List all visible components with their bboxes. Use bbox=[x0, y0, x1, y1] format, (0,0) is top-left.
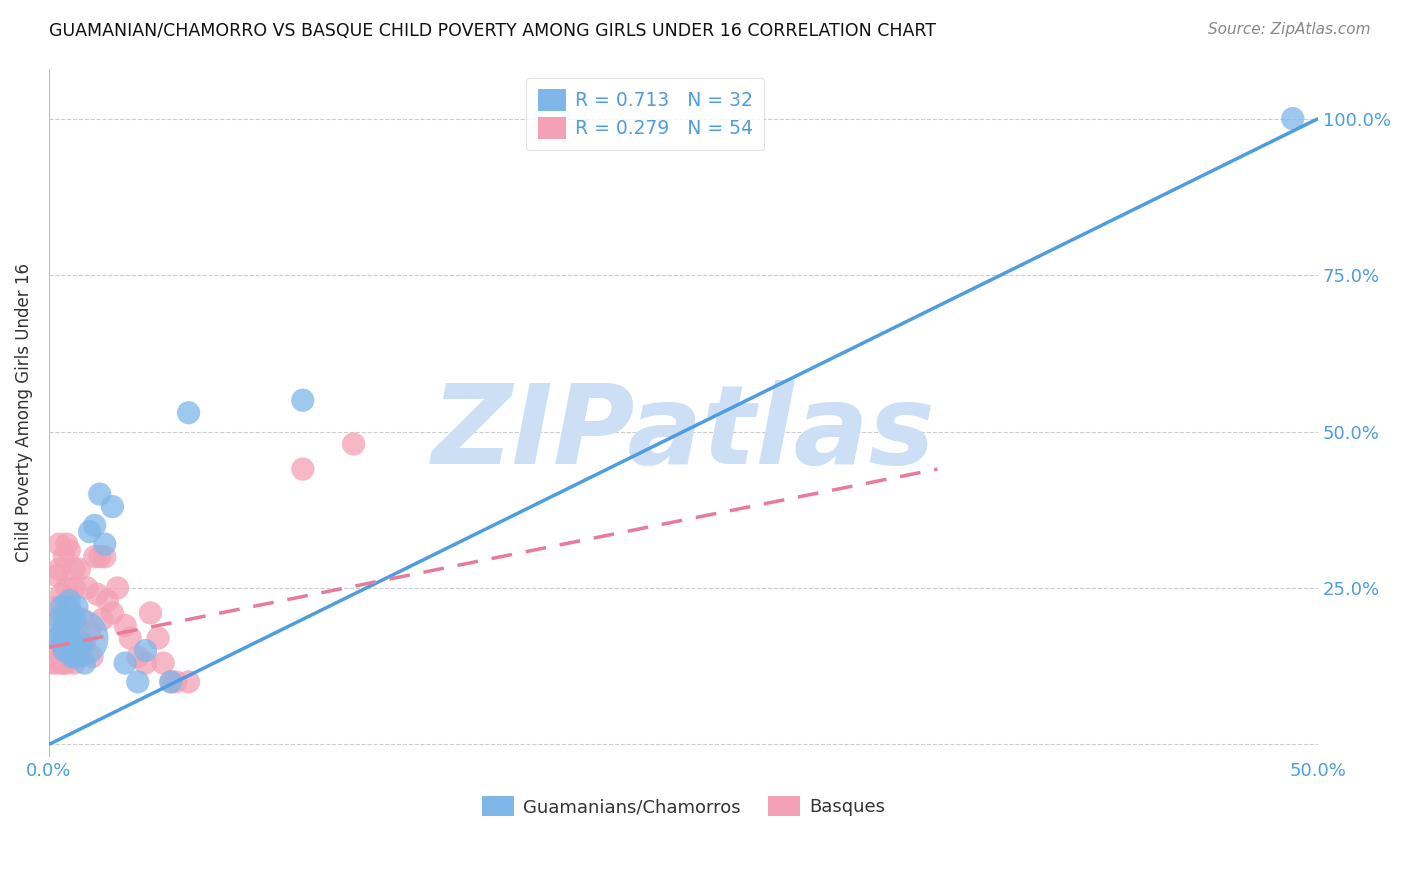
Point bbox=[159, 674, 181, 689]
Point bbox=[107, 581, 129, 595]
Point bbox=[70, 612, 93, 626]
Point bbox=[67, 649, 90, 664]
Point bbox=[114, 618, 136, 632]
Point bbox=[152, 656, 174, 670]
Text: GUAMANIAN/CHAMORRO VS BASQUE CHILD POVERTY AMONG GIRLS UNDER 16 CORRELATION CHAR: GUAMANIAN/CHAMORRO VS BASQUE CHILD POVER… bbox=[49, 22, 936, 40]
Point bbox=[139, 606, 162, 620]
Point bbox=[48, 649, 70, 664]
Point bbox=[66, 649, 89, 664]
Point bbox=[101, 500, 124, 514]
Point bbox=[89, 549, 111, 564]
Point bbox=[86, 587, 108, 601]
Point bbox=[342, 437, 364, 451]
Point bbox=[55, 624, 77, 639]
Point bbox=[53, 618, 76, 632]
Point bbox=[73, 656, 96, 670]
Point bbox=[60, 649, 83, 664]
Point bbox=[1281, 112, 1303, 126]
Point bbox=[73, 637, 96, 651]
Point bbox=[41, 656, 63, 670]
Point bbox=[58, 593, 80, 607]
Text: Source: ZipAtlas.com: Source: ZipAtlas.com bbox=[1208, 22, 1371, 37]
Point bbox=[63, 656, 86, 670]
Point bbox=[48, 562, 70, 576]
Point bbox=[79, 624, 101, 639]
Point bbox=[60, 606, 83, 620]
Point bbox=[51, 587, 73, 601]
Point bbox=[101, 606, 124, 620]
Point bbox=[63, 612, 86, 626]
Point bbox=[66, 631, 89, 645]
Text: ZIPatlas: ZIPatlas bbox=[432, 380, 935, 487]
Point bbox=[120, 631, 142, 645]
Point bbox=[63, 637, 86, 651]
Point bbox=[79, 524, 101, 539]
Point bbox=[45, 631, 67, 645]
Point bbox=[67, 562, 90, 576]
Point bbox=[70, 637, 93, 651]
Point bbox=[51, 656, 73, 670]
Point bbox=[66, 599, 89, 614]
Y-axis label: Child Poverty Among Girls Under 16: Child Poverty Among Girls Under 16 bbox=[15, 263, 32, 562]
Point bbox=[58, 649, 80, 664]
Point bbox=[45, 568, 67, 582]
Point bbox=[58, 618, 80, 632]
Point bbox=[291, 462, 314, 476]
Point bbox=[127, 649, 149, 664]
Point bbox=[55, 537, 77, 551]
Point bbox=[48, 612, 70, 626]
Point bbox=[53, 643, 76, 657]
Point bbox=[96, 593, 118, 607]
Point bbox=[177, 674, 200, 689]
Point bbox=[89, 487, 111, 501]
Point bbox=[51, 637, 73, 651]
Point bbox=[165, 674, 187, 689]
Legend: Guamanians/Chamorros, Basques: Guamanians/Chamorros, Basques bbox=[474, 789, 893, 823]
Point bbox=[55, 656, 77, 670]
Point bbox=[45, 599, 67, 614]
Point bbox=[67, 631, 90, 645]
Point bbox=[53, 656, 76, 670]
Point bbox=[55, 581, 77, 595]
Point bbox=[58, 618, 80, 632]
Point bbox=[114, 656, 136, 670]
Point bbox=[134, 656, 156, 670]
Point bbox=[58, 637, 80, 651]
Point bbox=[42, 612, 65, 626]
Point bbox=[42, 643, 65, 657]
Point bbox=[51, 599, 73, 614]
Point bbox=[134, 643, 156, 657]
Point bbox=[53, 612, 76, 626]
Point bbox=[159, 674, 181, 689]
Point bbox=[53, 549, 76, 564]
Point bbox=[58, 543, 80, 558]
Point bbox=[63, 581, 86, 595]
Point bbox=[63, 562, 86, 576]
Point bbox=[60, 606, 83, 620]
Point bbox=[177, 406, 200, 420]
Point bbox=[127, 674, 149, 689]
Point bbox=[94, 537, 117, 551]
Point bbox=[45, 656, 67, 670]
Point bbox=[146, 631, 169, 645]
Point bbox=[94, 549, 117, 564]
Point bbox=[51, 624, 73, 639]
Point bbox=[60, 649, 83, 664]
Point bbox=[82, 649, 104, 664]
Point bbox=[76, 581, 98, 595]
Point bbox=[83, 549, 105, 564]
Point bbox=[291, 393, 314, 408]
Point bbox=[83, 518, 105, 533]
Point bbox=[91, 612, 114, 626]
Point bbox=[48, 537, 70, 551]
Point bbox=[55, 599, 77, 614]
